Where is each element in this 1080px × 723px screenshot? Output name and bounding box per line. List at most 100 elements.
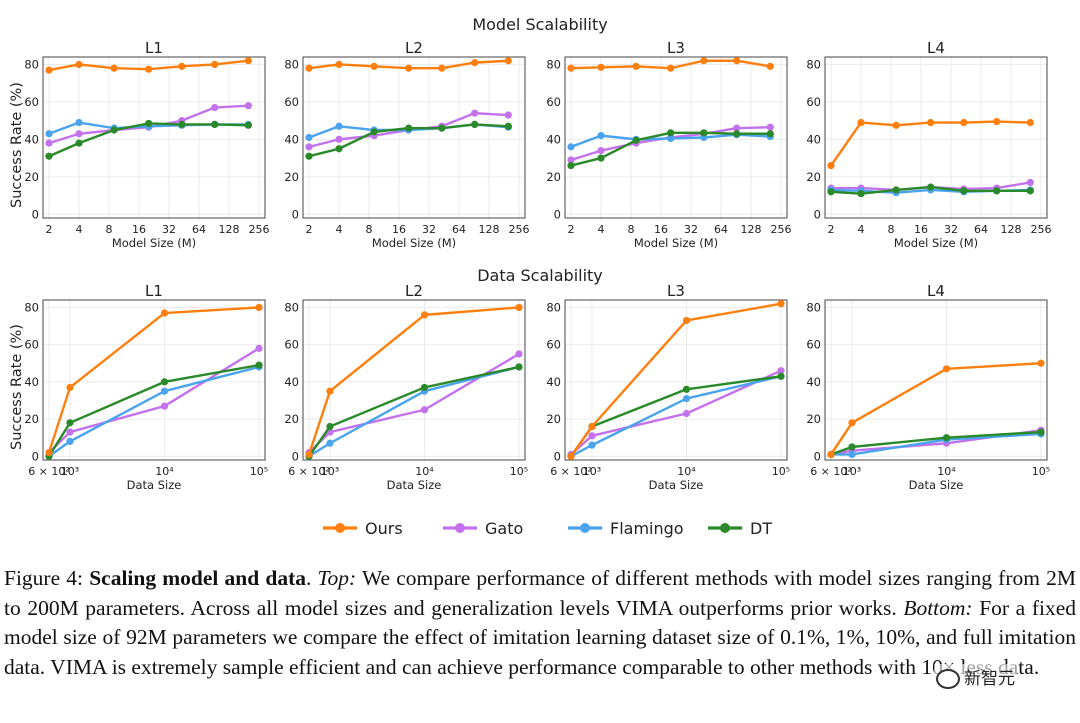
data-point-dt <box>66 419 74 427</box>
data-point-gato <box>45 139 53 147</box>
x-tick-label: 32 <box>162 223 176 236</box>
y-tick-label: 60 <box>806 338 821 352</box>
x-tick-label: 64 <box>192 223 206 236</box>
y-tick-label: 0 <box>292 207 299 221</box>
figure-caption: Figure 4: Scaling model and data. Top: W… <box>4 564 1076 682</box>
y-tick-label: 0 <box>554 207 561 221</box>
x-tick-label: 32 <box>944 223 958 236</box>
data-point-flamingo <box>588 441 596 449</box>
y-tick-label: 60 <box>24 338 39 352</box>
data-point-dt <box>438 124 446 132</box>
data-point-dt <box>45 152 53 160</box>
x-tick-label: 10³ <box>321 465 339 478</box>
data-point-ours <box>777 300 785 308</box>
data-point-dt <box>1037 428 1045 436</box>
data-point-dt <box>892 186 900 194</box>
legend: Ours Gato Flamingo DT <box>323 519 772 538</box>
series-line-dt <box>308 365 520 457</box>
series-line-flamingo <box>48 365 260 458</box>
chart-title: L1 <box>145 282 163 300</box>
y-tick-label: 0 <box>32 207 39 221</box>
y-tick-label: 80 <box>284 57 299 71</box>
x-tick-label: 10⁵ <box>772 465 790 478</box>
data-point-dt <box>597 154 605 162</box>
chart-title: L2 <box>405 282 423 300</box>
series-line-gato <box>570 369 782 456</box>
watermark: 新智元 <box>934 664 1017 689</box>
x-tick-label: 8 <box>366 223 373 236</box>
data-point-dt <box>632 136 640 144</box>
x-tick-label: 256 <box>1031 223 1052 236</box>
y-tick-label: 80 <box>806 300 821 314</box>
y-tick-label: 60 <box>546 95 561 109</box>
x-tick-label: 10³ <box>61 465 79 478</box>
data-point-gato <box>1026 178 1034 187</box>
x-tick-label: 8 <box>628 223 635 236</box>
data-point-ours <box>75 60 83 69</box>
data-point-dt <box>700 129 708 137</box>
y-tick-label: 20 <box>546 412 561 426</box>
data-point-ours <box>960 118 968 127</box>
chart-title: L3 <box>667 39 685 57</box>
x-axis-label: Model Size (M) <box>894 236 978 250</box>
data-point-ours <box>733 57 741 65</box>
x-axis-label: Model Size (M) <box>112 236 196 250</box>
data-point-dt <box>75 139 83 147</box>
chart-title: L3 <box>667 282 685 300</box>
data-point-flamingo <box>667 134 675 143</box>
data-point-gato <box>75 130 83 138</box>
x-tick-label: 64 <box>452 223 466 236</box>
x-tick-label: 16 <box>392 223 406 236</box>
data-point-dt <box>667 129 675 137</box>
x-tick-label: 256 <box>249 223 270 236</box>
data-point-gato <box>515 350 523 358</box>
data-point-dt <box>766 130 774 138</box>
data-point-ours <box>1037 359 1045 367</box>
data-point-ours <box>597 63 605 71</box>
data-point-ours <box>145 65 153 73</box>
data-point-gato <box>160 402 169 410</box>
y-tick-label: 0 <box>814 207 821 221</box>
data-point-dt <box>827 188 835 196</box>
series-line-dt <box>47 363 260 457</box>
chart-title: L2 <box>405 39 423 57</box>
x-tick-label: 64 <box>974 223 988 236</box>
data-point-ours <box>848 419 856 427</box>
x-tick-label: 256 <box>509 223 530 236</box>
data-point-gato <box>504 111 512 119</box>
y-tick-label: 60 <box>24 95 39 109</box>
plot-frame <box>824 299 1048 461</box>
data-point-dt <box>927 183 935 191</box>
legend-marker-flamingo <box>580 523 590 533</box>
data-point-ours <box>45 66 53 74</box>
section-title-model-scalability: Model Scalability <box>472 15 607 34</box>
x-tick-label: 128 <box>219 223 240 236</box>
data-point-dt <box>682 385 691 393</box>
y-tick-label: 20 <box>546 170 561 184</box>
x-tick-label: 6 × 10² <box>28 465 70 478</box>
figure-canvas: Model Scalability Data Scalability Succe… <box>9 15 1052 538</box>
y-tick-label: 0 <box>292 449 299 463</box>
data-point-ours <box>438 64 446 72</box>
x-axis-label: Data Size <box>649 478 704 492</box>
caption-bold-title: Scaling model and data <box>89 566 306 590</box>
watermark-text: 新智元 <box>964 669 1015 689</box>
data-point-ours <box>335 60 343 69</box>
data-point-gato <box>682 409 691 418</box>
data-point-ours <box>326 387 334 395</box>
caption-label: Figure 4: <box>4 566 90 590</box>
legend-item-ours: Ours <box>323 519 403 538</box>
data-point-dt <box>211 120 219 128</box>
y-tick-label: 20 <box>806 412 821 426</box>
data-point-ours <box>211 60 219 69</box>
y-tick-label: 80 <box>24 57 39 71</box>
chart-title: L4 <box>927 39 945 57</box>
data-point-ours <box>682 316 691 325</box>
x-tick-label: 6 × 10² <box>288 465 330 478</box>
data-point-ours <box>567 452 575 460</box>
x-tick-label: 6 × 10² <box>810 465 852 478</box>
caption-bottom-label: Bottom: <box>903 595 973 620</box>
